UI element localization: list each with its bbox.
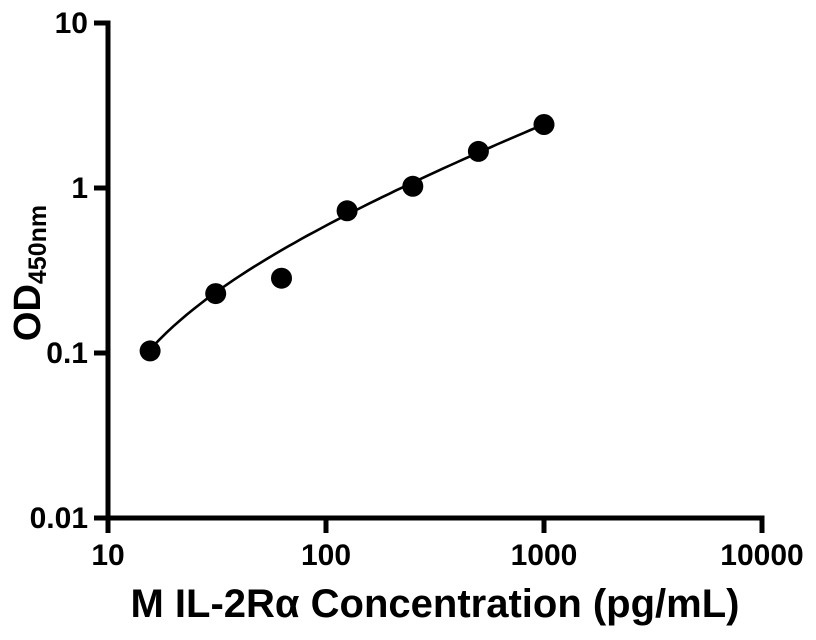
- svg-text:0.01: 0.01: [30, 502, 88, 535]
- svg-text:100: 100: [301, 539, 351, 572]
- svg-text:0.1: 0.1: [46, 337, 88, 370]
- svg-text:10000: 10000: [720, 539, 803, 572]
- svg-text:M IL-2Rα Concentration (pg/mL): M IL-2Rα Concentration (pg/mL): [131, 582, 740, 626]
- svg-text:1: 1: [71, 172, 88, 205]
- svg-text:OD450nm: OD450nm: [7, 205, 52, 341]
- svg-text:10: 10: [91, 539, 124, 572]
- svg-text:10: 10: [55, 7, 88, 40]
- svg-text:1000: 1000: [511, 539, 578, 572]
